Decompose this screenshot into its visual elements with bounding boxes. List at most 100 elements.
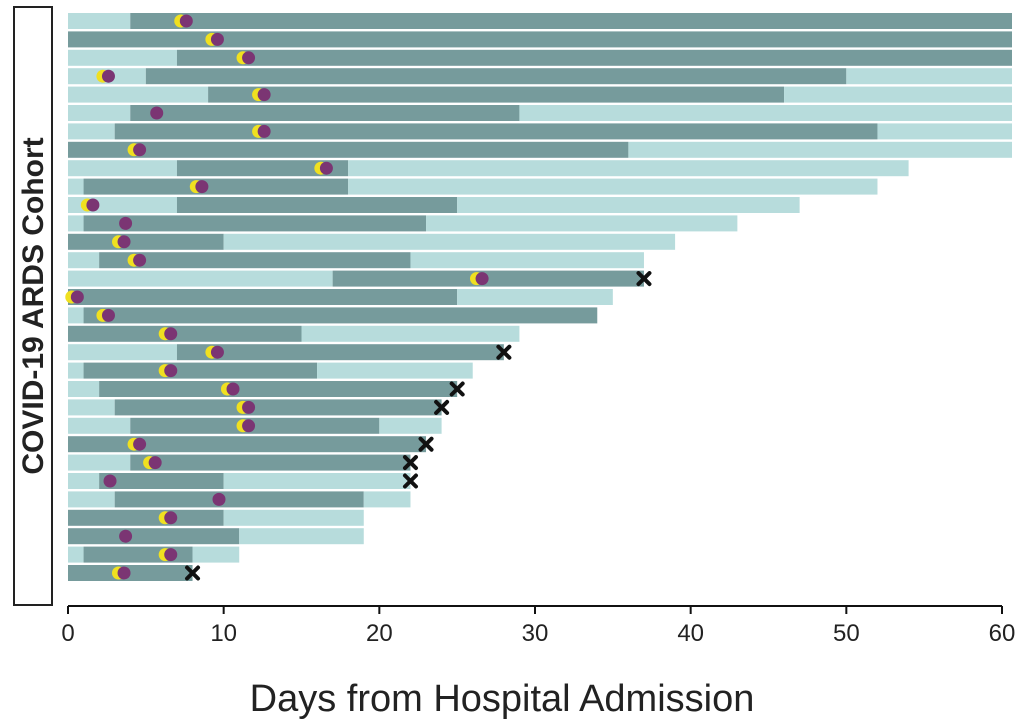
patient-row [68,141,1012,158]
patient-row [68,307,598,324]
event-marker [86,198,100,212]
dark-segment [83,215,427,232]
death-marker [636,271,652,287]
light-segment [301,325,520,342]
light-segment [68,417,131,434]
patient-row [68,270,644,287]
dark-segment [68,325,302,342]
patient-row [68,546,240,563]
light-segment [68,105,131,121]
light-segment [457,197,800,213]
death-marker-stroke [434,399,450,415]
patient-row [68,436,427,453]
event-marker [210,32,224,46]
event-marker [212,492,226,506]
x-tick-label: 20 [366,620,393,647]
dark-segment [130,13,1012,29]
light-segment [68,546,84,563]
light-segment [68,215,84,232]
light-segment [519,105,1012,121]
event-marker [133,437,147,451]
patient-markers [65,14,652,581]
light-segment [628,141,1012,158]
patient-row [68,289,613,305]
patient-row [68,399,442,416]
light-segment [68,381,100,397]
light-segment [348,178,878,195]
dark-segment [99,473,224,489]
death-marker [402,455,418,471]
patient-row [68,31,1012,48]
death-marker-stroke [418,436,434,452]
death-marker-stroke [185,565,201,581]
patient-row [68,252,644,269]
light-segment [877,123,1012,140]
dark-segment [68,141,629,158]
death-marker [496,344,512,360]
patient-row [68,325,520,342]
light-segment [68,86,209,103]
y-title-frame [13,6,53,606]
light-segment [68,252,100,269]
dark-segment [83,362,318,379]
event-marker [475,272,489,286]
event-marker [133,253,147,267]
dark-segment [99,381,458,397]
patient-row [68,197,800,213]
light-segment [457,289,613,305]
event-marker [319,161,333,175]
event-marker [133,143,147,157]
event-marker [164,327,178,341]
light-segment [239,528,364,545]
event-marker [103,474,117,488]
death-marker-stroke [449,381,465,397]
y-axis-title: COVID-19 ARDS Cohort [17,137,50,474]
dark-segment [176,344,504,361]
event-marker [119,216,133,230]
patient-row [68,233,676,250]
dark-segment [176,197,458,213]
dark-segment [130,454,411,471]
x-tick-label: 60 [989,620,1016,647]
light-segment [68,49,177,66]
patient-row [68,160,909,177]
x-tick-label: 10 [210,620,237,647]
patient-row [68,473,411,489]
event-marker [70,290,84,304]
death-marker-stroke [402,473,418,489]
light-segment [68,491,115,508]
light-segment [223,509,364,526]
event-marker [242,419,256,433]
patient-row [68,528,364,545]
dark-segment [99,252,411,269]
dark-segment [68,509,224,526]
x-axis-title: Days from Hospital Admission [250,678,755,720]
dark-segment [208,86,785,103]
light-segment [68,13,131,29]
event-marker [101,308,115,322]
death-marker [449,381,465,397]
light-segment [68,454,131,471]
dark-segment [68,528,240,545]
patient-row [68,86,1012,103]
light-segment [68,123,115,140]
light-segment [410,252,644,269]
patient-row [68,215,738,232]
light-segment [68,344,177,361]
event-marker [117,235,131,249]
event-marker [150,106,164,120]
event-marker [179,14,193,28]
light-segment [379,417,442,434]
event-marker [164,511,178,525]
event-marker [148,456,162,470]
light-segment [68,270,333,287]
dark-segment [68,233,224,250]
x-tick-label: 30 [522,620,549,647]
death-marker [434,399,450,415]
dark-segment [130,105,520,121]
patient-row [68,344,504,361]
light-segment [784,86,1012,103]
patient-row [68,105,1012,121]
dark-segment [68,31,1012,48]
light-segment [846,68,1012,85]
